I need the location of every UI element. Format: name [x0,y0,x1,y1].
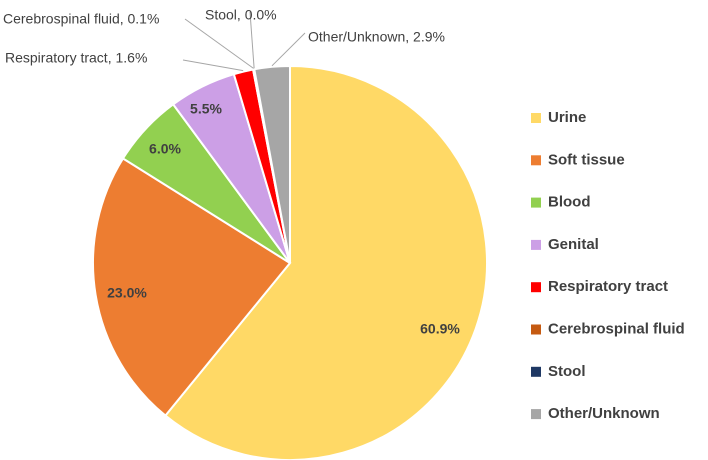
legend-label-urine: Urine [548,109,586,126]
leader-lines [182,11,306,72]
leader-other-unknown [271,32,306,67]
data-label-genital: 5.5% [190,101,222,117]
leader-stool [249,11,255,69]
legend-swatch-blood [531,197,541,208]
slice-soft-tissue [92,157,292,417]
legend-swatch-cerebrospinal-fluid [531,324,541,335]
slice-urine [163,64,488,460]
slice-other-unknown [253,64,291,264]
legend-label-respiratory-tract: Respiratory tract [548,278,668,295]
legend-label-stool: Stool [548,363,586,380]
legend-swatch-other-unknown [531,409,541,420]
data-label-soft-tissue: 23.0% [107,285,147,301]
legend-swatch-urine [531,113,541,123]
legend: Urine Soft tissue Blood Genital Respiratory … [531,109,685,422]
data-label-urine: 60.9% [420,321,460,337]
data-label-cerebrospinal-fluid: Cerebrospinal fluid, 0.1% [3,11,159,27]
leader-respiratory-tract [182,59,244,72]
data-label-stool: Stool, 0.0% [205,7,277,23]
legend-label-blood: Blood [548,194,591,211]
legend-label-cerebrospinal-fluid: Cerebrospinal fluid [548,320,685,337]
leader-cerebrospinal-fluid [184,18,254,69]
pie-slices [92,64,488,460]
data-label-other-unknown: Other/Unknown, 2.9% [308,29,445,45]
legend-label-other-unknown: Other/Unknown [548,405,660,422]
slice-labels: 60.9% 23.0% 6.0% 5.5% Respiratory tract, 1.6… [3,7,460,337]
legend-swatch-stool [531,366,541,377]
legend-label-soft-tissue: Soft tissue [548,151,625,168]
legend-swatch-respiratory-tract [531,282,541,293]
data-label-blood: 6.0% [149,141,181,157]
legend-label-genital: Genital [548,236,599,253]
data-label-respiratory-tract: Respiratory tract, 1.6% [5,50,147,66]
legend-swatch-soft-tissue [531,155,541,166]
legend-swatch-genital [531,239,541,250]
